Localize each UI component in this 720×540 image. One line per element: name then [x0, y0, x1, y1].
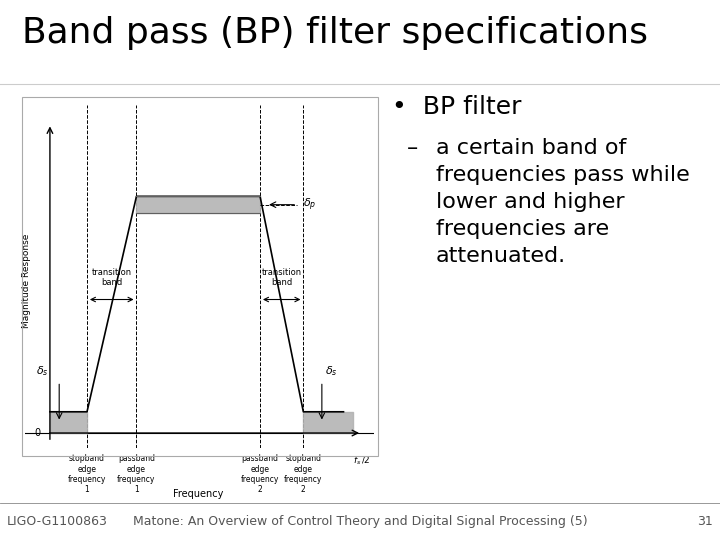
Text: $\delta_s$: $\delta_s$ — [36, 364, 48, 379]
Text: transition
band: transition band — [91, 268, 132, 287]
Text: LIGO-G1100863: LIGO-G1100863 — [7, 515, 108, 528]
Text: passband
edge
frequency
2: passband edge frequency 2 — [241, 454, 279, 495]
Text: passband
edge
frequency
1: passband edge frequency 1 — [117, 454, 156, 495]
Text: Magnitude Response: Magnitude Response — [22, 234, 31, 328]
Text: transition
band: transition band — [261, 268, 302, 287]
Text: 0: 0 — [35, 428, 40, 438]
Text: Band pass (BP) filter specifications: Band pass (BP) filter specifications — [22, 16, 647, 50]
Text: $\delta_p$: $\delta_p$ — [303, 197, 317, 213]
Text: Frequency: Frequency — [173, 489, 223, 499]
Text: stopband
edge
frequency
1: stopband edge frequency 1 — [68, 454, 106, 495]
Text: •  BP filter: • BP filter — [392, 94, 522, 118]
Text: $\delta_s$: $\delta_s$ — [325, 364, 338, 379]
Text: Matone: An Overview of Control Theory and Digital Signal Processing (5): Matone: An Overview of Control Theory an… — [132, 515, 588, 528]
Text: $f_s\,/2$: $f_s\,/2$ — [354, 454, 371, 467]
Text: a certain band of
frequencies pass while
lower and higher
frequencies are
attenu: a certain band of frequencies pass while… — [436, 138, 689, 267]
Text: stopband
edge
frequency
2: stopband edge frequency 2 — [284, 454, 323, 495]
Text: 31: 31 — [697, 515, 713, 528]
Text: –: – — [407, 138, 418, 158]
